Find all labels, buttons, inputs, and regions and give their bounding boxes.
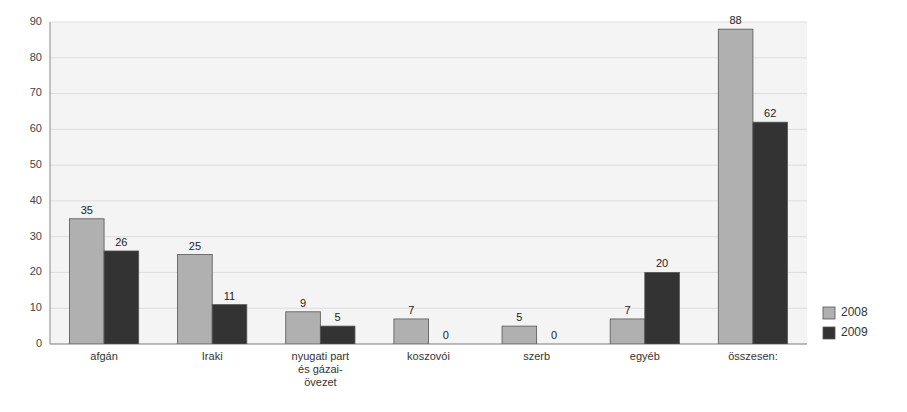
x-axis: afgán Iraki nyugati partés gázai-övezet kos…: [90, 350, 777, 388]
bar: [104, 251, 139, 344]
y-axis-line: [50, 22, 51, 344]
grid-line: [50, 200, 807, 201]
grid-line: [50, 236, 807, 237]
data-label: 25: [189, 240, 201, 252]
y-tick-label: 70: [30, 86, 42, 98]
bar: [178, 255, 213, 344]
bar: [537, 344, 572, 345]
plot-background: [50, 22, 807, 344]
grid-line: [50, 165, 807, 166]
x-tick-label: összesen:: [728, 350, 778, 362]
x-tick-label: nyugati partés gázai-övezet: [292, 350, 349, 388]
data-label: 0: [551, 329, 557, 341]
grid-line: [50, 129, 807, 130]
grid-line: [50, 308, 807, 309]
y-tick-label: 60: [30, 122, 42, 134]
bar: [502, 326, 537, 344]
y-tick-label: 10: [30, 301, 42, 313]
chart-svg: 0102030405060708090352597578826115002062…: [0, 0, 907, 412]
legend-label: 2008: [841, 305, 868, 319]
bar: [394, 319, 429, 344]
data-label: 5: [516, 311, 522, 323]
data-label: 0: [443, 329, 449, 341]
y-tick-label: 90: [30, 15, 42, 27]
x-tick-label: egyéb: [630, 350, 660, 362]
y-tick-label: 50: [30, 158, 42, 170]
y-axis: 0102030405060708090: [30, 15, 807, 349]
data-label: 7: [408, 304, 414, 316]
bar: [753, 122, 788, 344]
data-label: 5: [335, 311, 341, 323]
bar: [645, 272, 680, 344]
data-label: 7: [624, 304, 630, 316]
grid-line: [50, 57, 807, 58]
bar: [718, 29, 753, 344]
bar: [610, 319, 645, 344]
y-tick-label: 0: [36, 337, 42, 349]
x-tick-label: Iraki: [202, 350, 223, 362]
x-tick-label: afgán: [90, 350, 118, 362]
legend: 2008 2009: [823, 305, 868, 339]
bar: [320, 326, 355, 344]
bar: [212, 305, 247, 344]
data-label: 62: [764, 107, 776, 119]
y-tick-label: 80: [30, 51, 42, 63]
x-tick-label: szerb: [523, 350, 550, 362]
data-label: 35: [81, 204, 93, 216]
chart-container: 0102030405060708090352597578826115002062…: [0, 0, 907, 412]
legend-swatch: [823, 307, 835, 319]
data-label: 11: [224, 290, 235, 302]
data-labels: 35 25 9 7 5 7 88 26 11 5 0 0 20 62: [81, 14, 777, 341]
data-label: 26: [115, 236, 127, 248]
grid-line: [50, 93, 807, 94]
grid-line: [50, 272, 807, 273]
bars: [69, 29, 787, 344]
data-label: 9: [300, 297, 306, 309]
data-label: 20: [656, 257, 668, 269]
bar: [429, 344, 464, 345]
grid-line: [50, 22, 807, 23]
legend-label: 2009: [841, 325, 868, 339]
y-tick-label: 30: [30, 230, 42, 242]
y-tick-label: 40: [30, 194, 42, 206]
bar: [69, 219, 104, 344]
legend-swatch: [823, 327, 835, 339]
x-tick-label: koszovói: [407, 350, 450, 362]
bar: [286, 312, 321, 344]
y-tick-label: 20: [30, 265, 42, 277]
data-label: 88: [730, 14, 742, 26]
